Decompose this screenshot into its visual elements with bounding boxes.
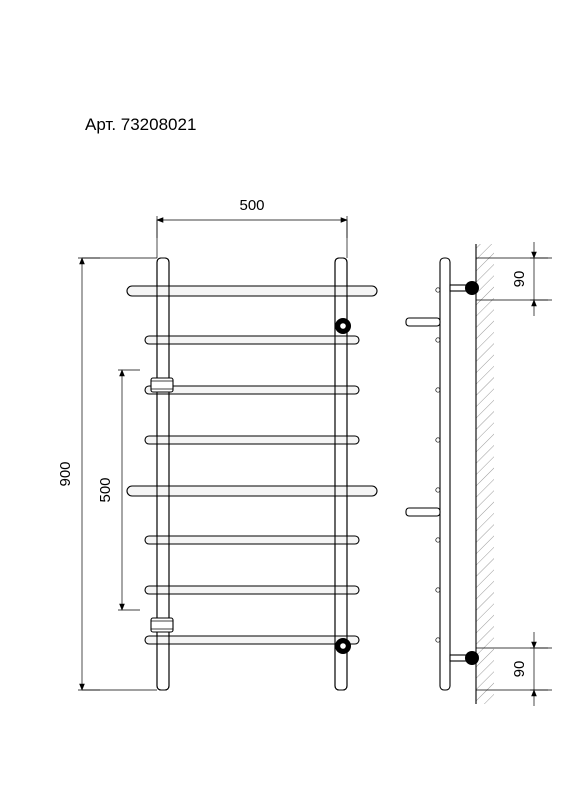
dim-width: 500 [239, 197, 264, 214]
article-number: Арт. 73208021 [85, 115, 196, 134]
dim-offset-top: 90 [511, 271, 528, 288]
drawing-page: Арт. 73208021 500 900 500 90 90 [0, 0, 566, 800]
technical-drawing: Арт. 73208021 500 900 500 90 90 [0, 0, 566, 800]
dim-height: 900 [57, 461, 74, 486]
dim-inner-height: 500 [97, 477, 114, 502]
dim-offset-bottom: 90 [511, 661, 528, 678]
